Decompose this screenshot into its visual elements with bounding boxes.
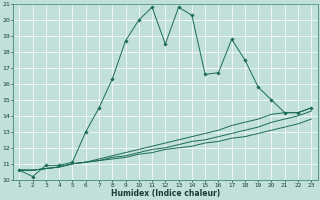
X-axis label: Humidex (Indice chaleur): Humidex (Indice chaleur) <box>111 189 220 198</box>
